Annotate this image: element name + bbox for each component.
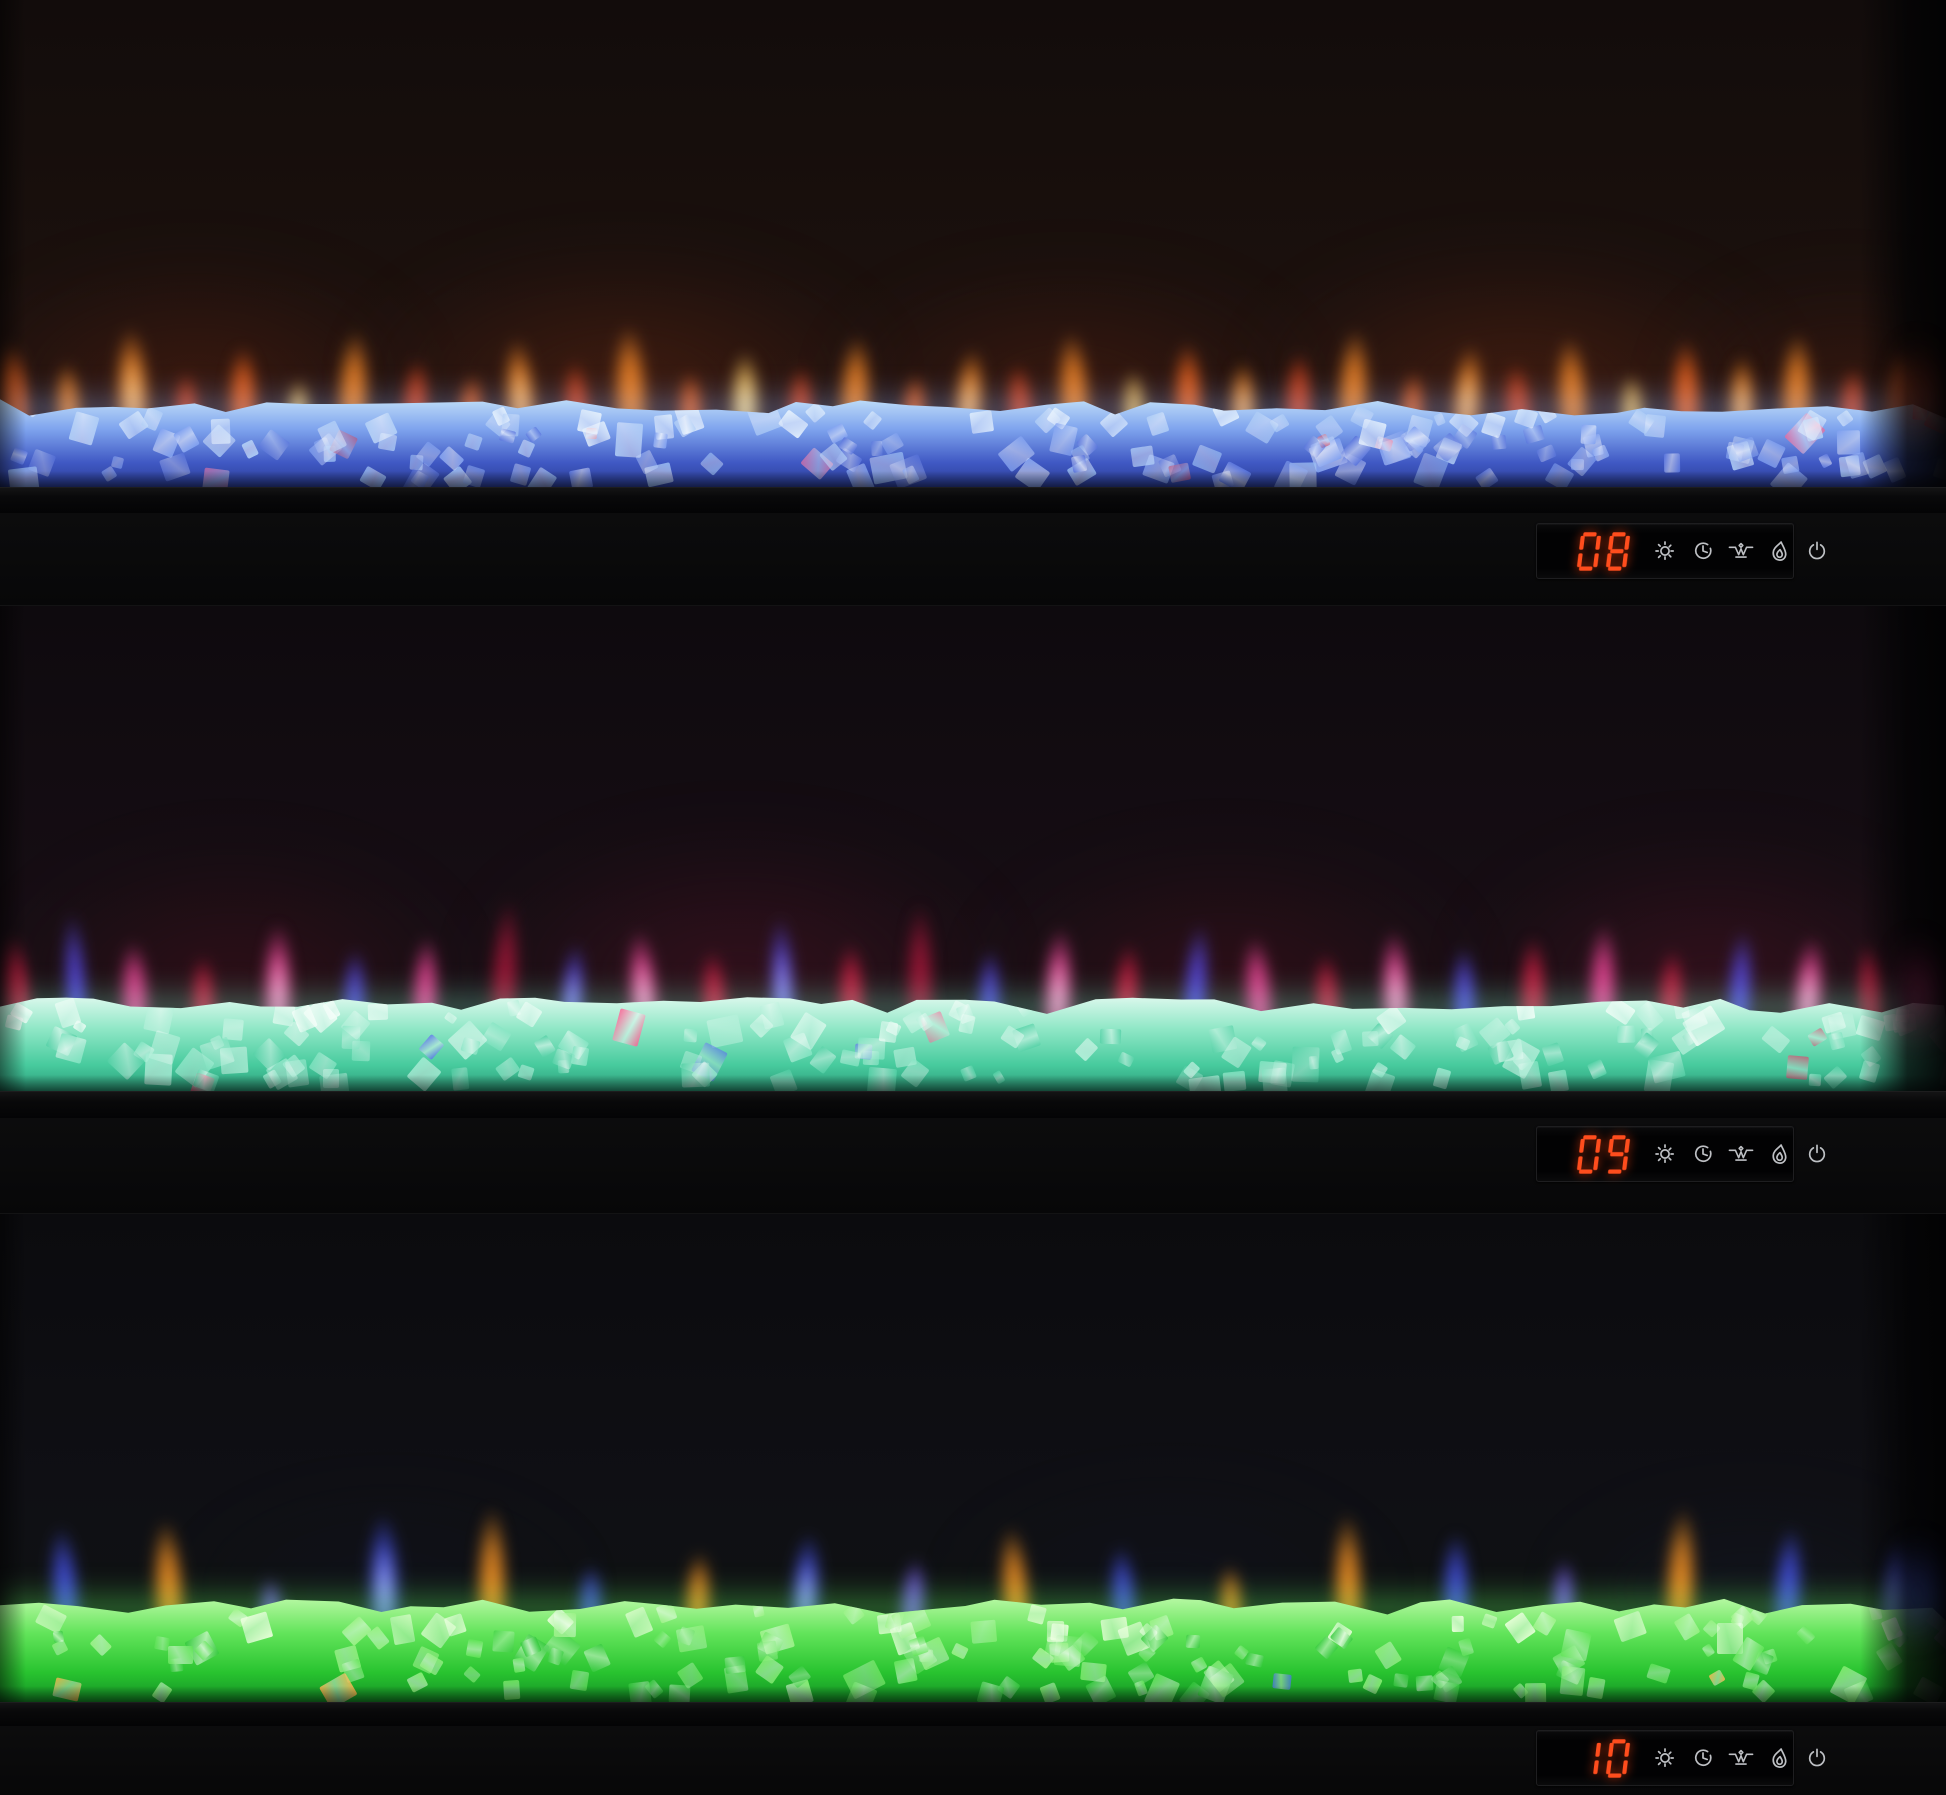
fireplace-frame-ledge [0,487,1946,513]
led-display: 08 [1574,531,1632,572]
touch-icon-row [1652,1141,1830,1167]
touch-icon-row [1652,1745,1830,1771]
flame-core [734,348,756,426]
fireplace-body: 09 [0,1118,1946,1213]
fireplace-body: 10 [0,1726,1946,1795]
fireplace-frame-ledge [0,1091,1946,1118]
power-icon[interactable] [1804,1141,1830,1167]
flame-color-icon[interactable] [1766,538,1792,564]
glass-viewing-area [0,0,1946,487]
crystal-facet [878,1020,898,1043]
crystal-facet [614,421,643,458]
power-icon[interactable] [1804,1745,1830,1771]
led-digit [1608,1134,1630,1174]
crystal-facet [683,1028,698,1043]
interior-right-wall [1860,1214,1946,1702]
crystal-facet [1491,435,1507,450]
crystal-facet [652,432,668,449]
ember-bed-icon[interactable] [1728,1745,1754,1771]
flame-color-icon[interactable] [1766,1141,1792,1167]
crystal-facet [1185,1634,1201,1649]
brightness-icon[interactable] [1652,538,1678,564]
bottom-fireplace: 10 [0,1213,1946,1795]
led-digit [1577,1134,1601,1174]
bed-bottom-shadow [0,471,1946,487]
wall-reflection-glow [1894,305,1940,435]
crystal-ember-bed [0,1598,1946,1702]
crystal-facet [1348,1668,1364,1684]
led-display: 09 [1574,1134,1632,1175]
timer-icon[interactable] [1690,538,1716,564]
led-digit [1593,1742,1601,1774]
flame-core [267,920,289,1021]
crystal-facet [857,1037,885,1060]
crystal-facet [1452,1616,1465,1633]
interior-right-wall [1860,606,1946,1091]
ember-bed-icon[interactable] [1728,1141,1754,1167]
middle-fireplace: 09 [0,605,1946,1213]
glass-viewing-area [0,605,1946,1091]
crystal-facet [492,1630,515,1653]
left-edge-shade [0,0,26,487]
crystal-facet [724,1656,747,1675]
touch-control-panel: 10 [1536,1730,1826,1786]
touch-control-panel: 09 [1536,1126,1826,1182]
led-digit [1606,531,1630,571]
flame-color-icon[interactable] [1766,1745,1792,1771]
flame-core [1732,352,1752,426]
touch-icon-row [1652,538,1830,564]
wall-reflection-glow [1894,903,1940,1033]
crystal-facet [1099,1616,1129,1642]
fireplace-body: 08 [0,513,1946,605]
brightness-icon[interactable] [1652,1141,1678,1167]
timer-icon[interactable] [1690,1745,1716,1771]
crystal-facet [1559,1628,1592,1662]
crystal-facet [970,1619,998,1643]
crystal-facet [368,1003,389,1020]
fireplace-frame-ledge [0,1702,1946,1726]
glass-viewing-area [0,1213,1946,1702]
power-icon[interactable] [1804,538,1830,564]
led-digit [1606,1738,1630,1778]
crystal-facet [52,1631,64,1644]
crystal-facet [341,1025,361,1050]
touch-control-panel: 08 [1536,523,1826,579]
crystal-facet [968,410,994,435]
left-edge-shade [0,1214,26,1702]
wall-reflection-glow [1894,1504,1940,1634]
crystal-facet [893,1658,918,1685]
bed-bottom-shadow [0,1075,1946,1091]
crystal-facet [210,418,231,445]
crystal-facet [553,1612,577,1637]
crystal-facet [577,408,602,435]
interior-right-wall [1860,0,1946,487]
timer-icon[interactable] [1690,1141,1716,1167]
crystal-ember-bed [0,997,1946,1091]
bed-bottom-shadow [0,1686,1946,1702]
crystal-facet [1100,1028,1122,1045]
crystal-facet [1617,1025,1636,1043]
ember-bed-icon[interactable] [1728,538,1754,564]
crystal-facet [1664,453,1681,473]
crystal-ember-bed [0,399,1946,487]
flame-core [1233,359,1254,427]
crystal-facet [1047,1621,1065,1643]
crystal-facet [1049,1642,1070,1663]
crystal-facet [1080,1662,1107,1683]
crystal-facet [1130,445,1156,467]
led-display: 10 [1574,1738,1632,1779]
crystal-facet [1362,1030,1380,1047]
crystal-facet [506,999,522,1017]
crystal-facet [1836,429,1860,454]
top-fireplace: 08 [0,0,1946,605]
crystal-facet [1580,424,1598,445]
brightness-icon[interactable] [1652,1745,1678,1771]
crystal-facet [168,1645,193,1664]
left-edge-shade [0,606,26,1091]
crystal-facet [465,1639,484,1659]
led-digit [1577,531,1601,571]
